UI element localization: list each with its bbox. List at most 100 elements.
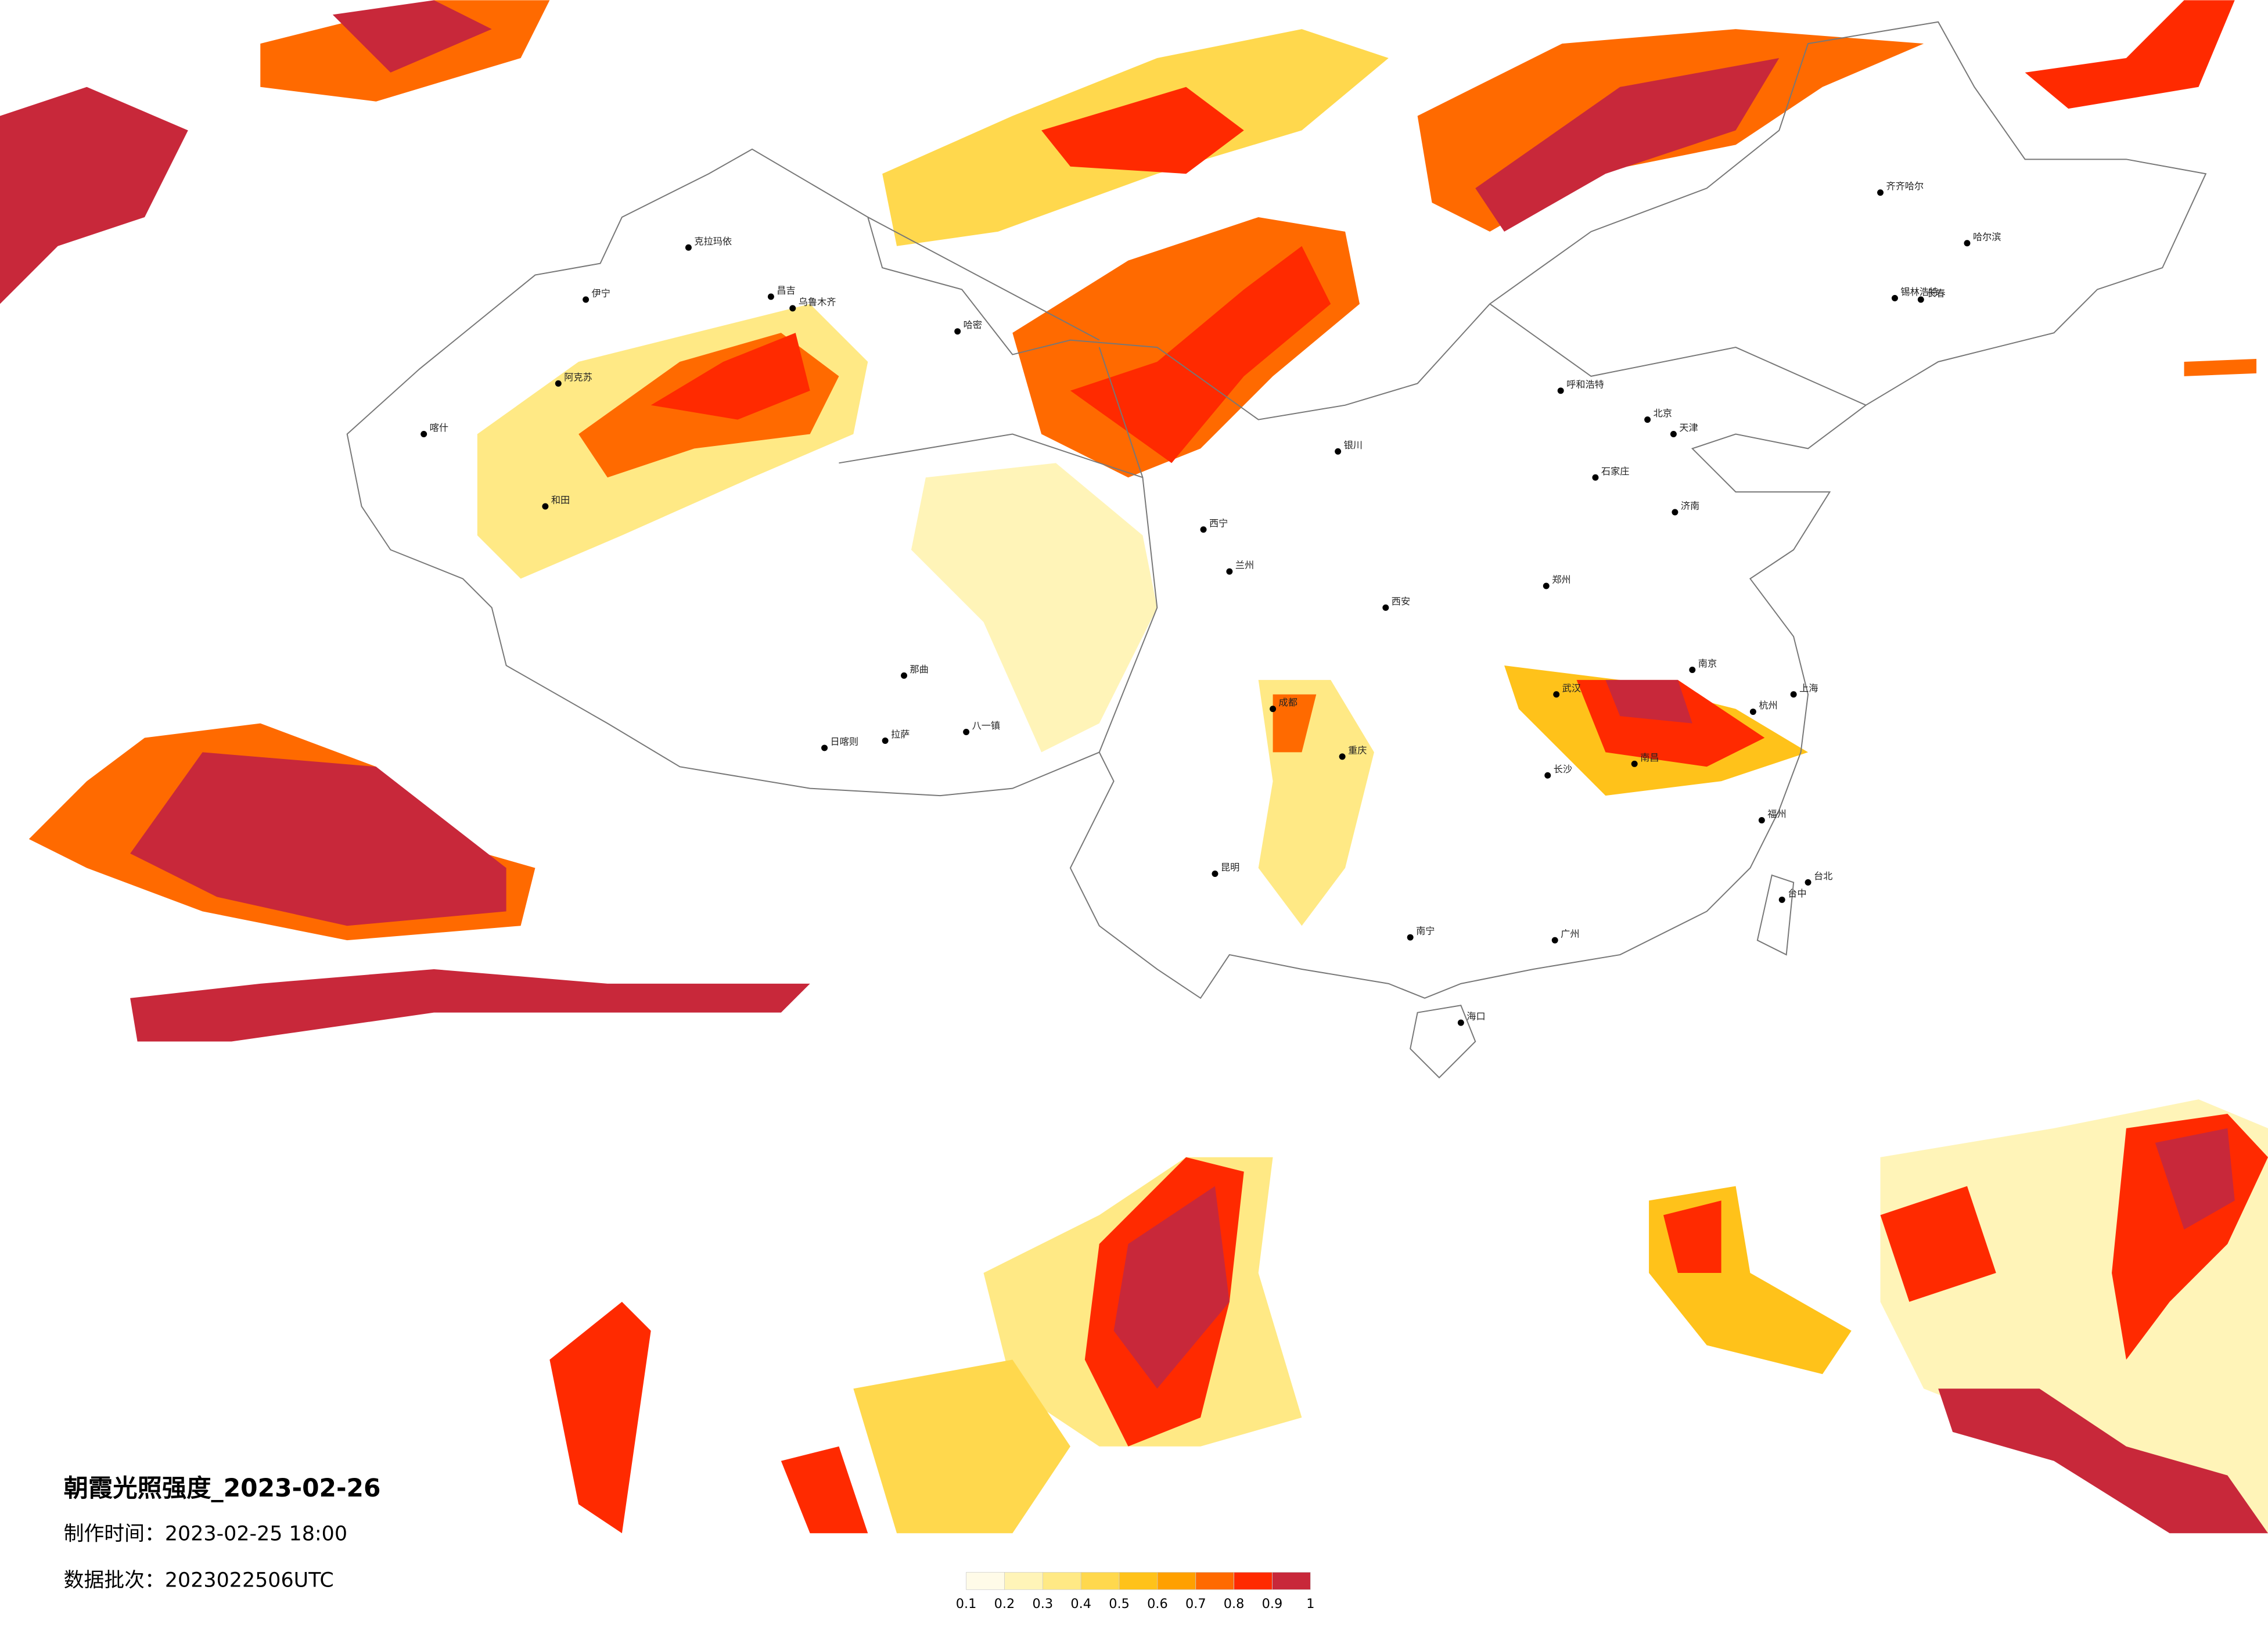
city-dot [901, 672, 907, 679]
city-dot [1790, 691, 1797, 698]
city-label: 和田 [551, 495, 570, 506]
city-label: 八一镇 [972, 720, 1001, 731]
city-dot [542, 503, 549, 510]
city-label: 喀什 [430, 422, 448, 433]
legend-tick-label: 0.6 [1147, 1596, 1168, 1611]
city-label: 成都 [1279, 697, 1297, 708]
city-label: 拉萨 [891, 729, 910, 740]
city-dot [1749, 708, 1756, 715]
city-dot [1335, 448, 1342, 455]
city-dot [1557, 387, 1564, 394]
legend-swatch [1042, 1572, 1081, 1590]
city-dot [1758, 816, 1765, 823]
city-label: 阿克苏 [564, 372, 592, 383]
legend-swatch [1004, 1572, 1043, 1590]
city-label: 昌吉 [777, 285, 795, 296]
city-dot [767, 293, 774, 300]
city-dot [685, 244, 692, 251]
city-label: 南宁 [1416, 926, 1435, 937]
city-label: 天津 [1679, 422, 1698, 433]
city-dot [1877, 189, 1884, 196]
city-label: 重庆 [1348, 744, 1367, 756]
legend-swatch [1119, 1572, 1158, 1590]
city-label: 昆明 [1221, 862, 1239, 873]
legend-swatch [1272, 1572, 1311, 1590]
legend-swatch [1195, 1572, 1234, 1590]
city-dot [1339, 753, 1346, 760]
city-label: 哈密 [964, 319, 982, 330]
city-label: 长沙 [1554, 764, 1572, 775]
city-dot [1631, 760, 1638, 767]
city-label: 日喀则 [831, 736, 859, 747]
city-label: 石家庄 [1601, 466, 1630, 477]
city-label: 海口 [1467, 1011, 1485, 1022]
city-dot [1270, 706, 1277, 713]
city-dot [583, 296, 590, 303]
legend-swatch [966, 1572, 1005, 1590]
city-dot [882, 737, 889, 744]
city-dot [1670, 431, 1677, 437]
city-dot [1212, 870, 1219, 877]
city-dot [555, 380, 562, 387]
city-label: 杭州 [1759, 700, 1777, 711]
batch: 数据批次：2023022506UTC [64, 1569, 334, 1592]
legend-tick-label: 1 [1306, 1596, 1314, 1611]
city-label: 乌鲁木齐 [799, 296, 836, 307]
city-dot [1457, 1019, 1464, 1026]
city-label: 武汉 [1562, 682, 1581, 693]
city-label: 广州 [1561, 929, 1579, 940]
info: 朝霞光照强度_2023-02-26 制作时间：2023-02-25 18:00 … [64, 1474, 381, 1592]
city-label: 济南 [1681, 501, 1699, 512]
city-label: 呼和浩特 [1566, 379, 1604, 390]
city-dot [1544, 772, 1551, 779]
city-dot [963, 729, 970, 736]
city-label: 郑州 [1552, 574, 1570, 585]
city-label: 西宁 [1209, 517, 1228, 528]
city-dot [1226, 568, 1233, 575]
city-dot [1672, 509, 1678, 516]
city-label: 南京 [1698, 658, 1717, 669]
city-dot [1778, 896, 1785, 903]
city-dot [1917, 296, 1924, 303]
city-dot [1553, 691, 1560, 698]
city-dot [954, 328, 961, 335]
city-dot [1407, 934, 1414, 941]
city-dot [1382, 604, 1389, 611]
boundaries [346, 21, 2207, 1079]
city-label: 银川 [1344, 440, 1363, 451]
city-dot [1592, 474, 1599, 481]
legend-swatch [1234, 1572, 1273, 1590]
legend-tick-label: 0.3 [1033, 1596, 1054, 1611]
legend-tick-label: 0.5 [1109, 1596, 1130, 1611]
city-dot [1805, 879, 1811, 886]
city-label: 锡林浩特 [1900, 286, 1938, 297]
city-label: 西安 [1392, 596, 1410, 607]
city-label: 福州 [1767, 808, 1786, 819]
title: 朝霞光照强度_2023-02-26 [64, 1474, 381, 1502]
legend-tick-label: 0.2 [994, 1596, 1015, 1611]
city-label: 兰州 [1235, 560, 1254, 571]
legend-tick-label: 0.7 [1185, 1596, 1206, 1611]
legend-tick-label: 0.9 [1262, 1596, 1283, 1611]
city-dot [1551, 937, 1558, 944]
city-dot [1200, 526, 1207, 533]
legend-tick-label: 0.8 [1224, 1596, 1245, 1611]
city-label: 哈尔滨 [1973, 231, 2001, 242]
city-label: 台北 [1814, 870, 1832, 882]
city-dot [821, 744, 828, 751]
city-label: 长春 [1926, 287, 1945, 298]
legend-swatch [1080, 1572, 1120, 1590]
city-dot [1689, 666, 1696, 673]
city-dot [420, 431, 427, 437]
city-dot [1543, 582, 1550, 589]
city-label: 克拉玛依 [694, 236, 732, 247]
city-label: 上海 [1799, 682, 1818, 693]
city-dot [1891, 294, 1898, 301]
city-label: 北京 [1654, 408, 1672, 419]
city-dot [1964, 240, 1971, 247]
city-label: 台中 [1788, 888, 1806, 899]
city-label: 南昌 [1640, 752, 1659, 763]
